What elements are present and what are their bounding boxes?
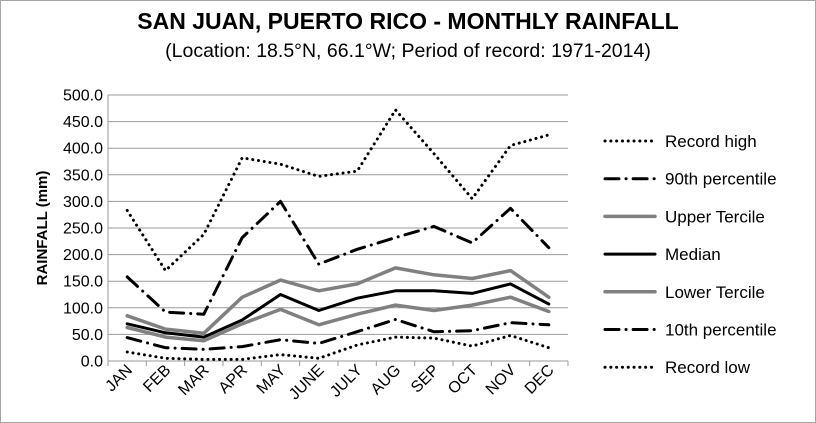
x-tick-label: AUG [368, 362, 405, 399]
series-line-record-low [125, 334, 551, 361]
chart-title: SAN JUAN, PUERTO RICO - MONTHLY RAINFALL [137, 8, 679, 34]
x-tick-label: APR [216, 362, 251, 397]
x-tick-label: MAY [254, 362, 290, 398]
series-line-record-high [125, 108, 551, 273]
y-tick-label: 0.0 [81, 354, 103, 371]
legend: Record high 90th percentile Upper Tercile M… [603, 132, 777, 377]
x-tick-label: NOV [483, 362, 520, 399]
chart-subtitle: (Location: 18.5°N, 66.1°W; Period of rec… [165, 40, 651, 62]
y-tick-label: 500.0 [63, 88, 103, 105]
y-tick-label: 450.0 [63, 114, 103, 131]
y-tick-label: 50.0 [72, 327, 103, 344]
legend-label: Lower Tercile [665, 283, 765, 302]
series-line-90th-percentile [125, 199, 551, 316]
y-tick-label: 350.0 [63, 167, 103, 184]
y-tick-label: 200.0 [63, 247, 103, 264]
y-tick-label: 150.0 [63, 274, 103, 291]
y-tick-labels: 0.0 50.0 100.0 150.0 200.0 250.0 300.0 350.0 400… [63, 88, 103, 371]
series-line-lower-tercile [125, 295, 551, 343]
legend-label: Median [665, 245, 721, 264]
series-line-10th-percentile [125, 318, 551, 351]
x-tick-label: JAN [103, 362, 136, 395]
legend-label: 10th percentile [665, 321, 777, 340]
x-tick-label: JUNE [286, 362, 328, 404]
series-lines [125, 108, 551, 361]
series-line-median [125, 282, 551, 339]
series-line-upper-tercile [125, 266, 551, 336]
legend-label: 90th percentile [665, 170, 777, 189]
y-tick-label: 400.0 [63, 141, 103, 158]
legend-label: Record high [665, 132, 757, 151]
y-tick-label: 300.0 [63, 194, 103, 211]
legend-label: Upper Tercile [665, 207, 765, 226]
x-tick-label: DEC [522, 362, 558, 398]
legend-label: Record low [665, 358, 751, 377]
y-tick-label: 100.0 [63, 300, 103, 317]
x-tick-label: JULY [327, 362, 366, 401]
x-tick-label: SEP [408, 362, 443, 397]
y-tick-label: 250.0 [63, 221, 103, 238]
x-tick-label: OCT [445, 362, 481, 398]
x-tick-label: FEB [140, 362, 174, 396]
x-tick-label: MAR [175, 362, 212, 399]
y-axis-label: RAINFALL (mm) [34, 171, 51, 286]
